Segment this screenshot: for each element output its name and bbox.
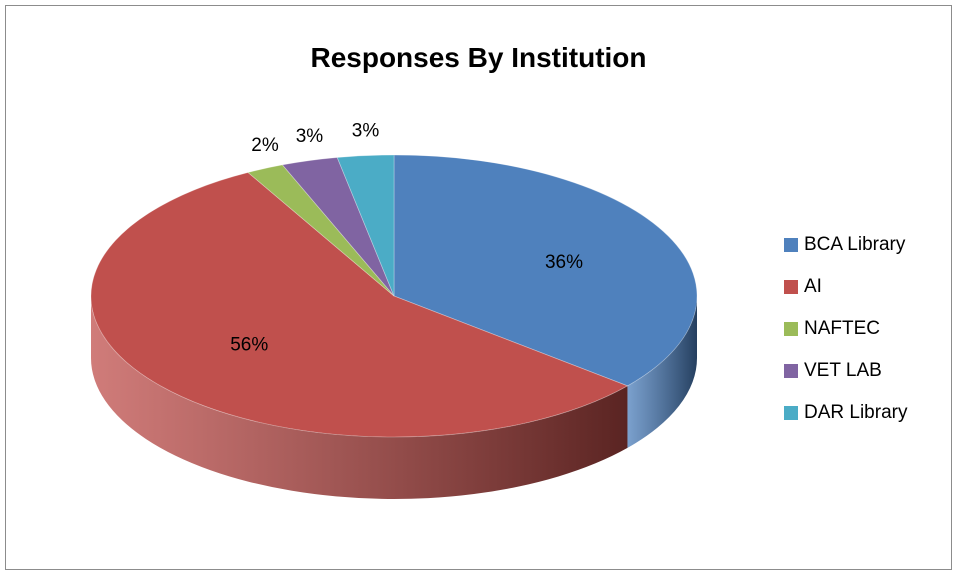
legend-item-ai: AI: [784, 266, 907, 308]
data-label-vet-lab: 3%: [296, 126, 324, 147]
legend-label: DAR Library: [804, 402, 908, 423]
data-label-bca-library: 36%: [545, 252, 583, 273]
chart-title: Responses By Institution: [310, 42, 647, 73]
legend-item-naftec: NAFTEC: [784, 308, 907, 350]
legend: BCA Library AI NAFTEC VET LAB DAR Library: [784, 224, 907, 434]
legend-swatch: [784, 280, 798, 294]
legend-swatch: [784, 322, 798, 336]
pie-side-bca-library: [627, 296, 697, 448]
legend-label: AI: [804, 276, 822, 297]
data-label-naftec: 2%: [251, 135, 279, 156]
pie-slice-dar-library: [336, 154, 395, 297]
legend-swatch: [784, 238, 798, 252]
legend-item-vet-lab: VET LAB: [784, 350, 907, 392]
legend-swatch: [784, 364, 798, 378]
legend-swatch: [784, 406, 798, 420]
pie-slice-naftec: [247, 164, 395, 297]
legend-label: VET LAB: [804, 360, 882, 381]
legend-label: BCA Library: [804, 234, 906, 255]
data-label-dar-library: 3%: [352, 120, 380, 141]
legend-label: NAFTEC: [804, 318, 880, 339]
legend-item-dar-library: DAR Library: [784, 392, 907, 434]
pie-slice-ai: [90, 172, 629, 438]
data-label-ai: 56%: [230, 334, 268, 355]
pie-slice-vet-lab: [281, 157, 395, 297]
pie-slice-bca-library: [393, 154, 698, 387]
pie-side-ai: [91, 296, 628, 500]
legend-item-bca-library: BCA Library: [784, 224, 907, 266]
